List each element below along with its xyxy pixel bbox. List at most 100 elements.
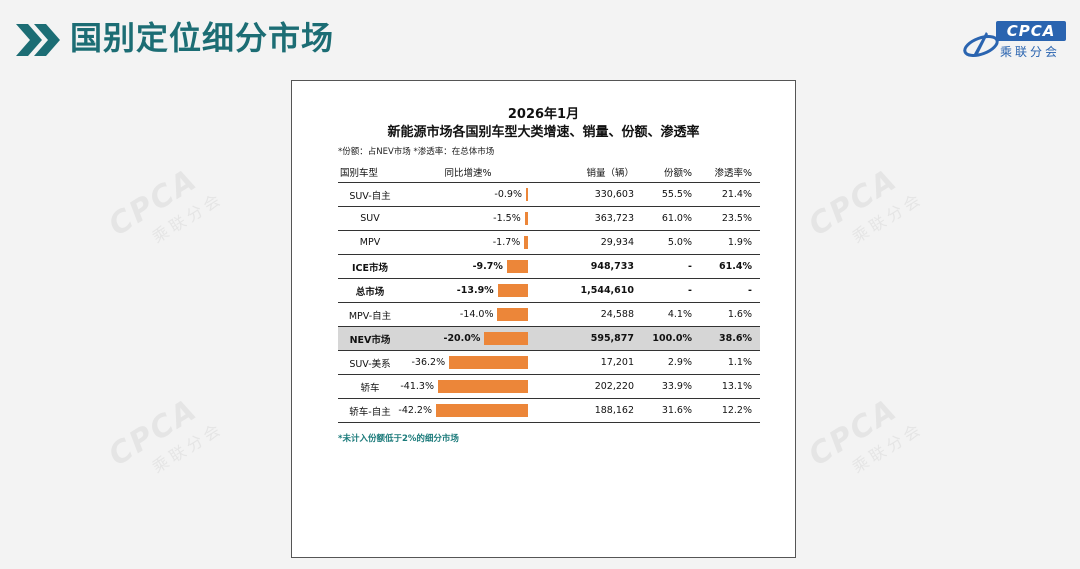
table-row: 轿车 -41.3% 202,220 33.9% 13.1% bbox=[338, 374, 760, 399]
yoy-data-label: -9.7% bbox=[472, 261, 503, 272]
page-title: 国别定位细分市场 bbox=[70, 19, 335, 57]
row-label: 总市场 bbox=[338, 278, 402, 303]
table-row: SUV-自主 -0.9% 330,603 55.5% 21.4% bbox=[338, 182, 760, 207]
penetration-cell: 1.9% bbox=[698, 230, 760, 255]
yoy-cell: -1.7% bbox=[402, 230, 534, 255]
penetration-cell: 23.5% bbox=[698, 206, 760, 231]
share-cell: - bbox=[640, 254, 698, 279]
volume-cell: 24,588 bbox=[534, 302, 640, 327]
table-row: 总市场 -13.9% 1,544,610- - bbox=[338, 278, 760, 303]
column-header: 渗透率% bbox=[698, 162, 760, 183]
volume-cell: 948,733 bbox=[534, 254, 640, 279]
table-row: ICE市场 -9.7% 948,733-61.4% bbox=[338, 254, 760, 279]
volume-cell: 188,162 bbox=[534, 398, 640, 423]
cpca-logo: CPCA 乘联分会 bbox=[962, 20, 1068, 64]
share-cell: 5.0% bbox=[640, 230, 698, 255]
row-label: 轿车 bbox=[338, 374, 402, 399]
yoy-data-label: -42.2% bbox=[398, 405, 432, 416]
row-label: 轿车-自主 bbox=[338, 398, 402, 423]
yoy-bar bbox=[437, 380, 528, 393]
yoy-bar bbox=[506, 260, 528, 273]
table-row: 轿车-自主 -42.2% 188,162 31.6% 12.2% bbox=[338, 398, 760, 423]
row-label: SUV bbox=[338, 206, 402, 231]
watermark: CPCA 乘联分会 bbox=[102, 392, 227, 477]
chart-footnote: *未计入份额低于2%的细分市场 bbox=[338, 434, 459, 444]
share-cell: 31.6% bbox=[640, 398, 698, 423]
yoy-data-label: -1.7% bbox=[492, 237, 521, 248]
volume-cell: 330,603 bbox=[534, 182, 640, 207]
volume-cell: 17,201 bbox=[534, 350, 640, 375]
chart-note: *份额：占NEV市场 *渗透率：在总体市场 bbox=[338, 147, 495, 157]
chart-subtitle: 新能源市场各国别车型大类增速、销量、份额、渗透率 bbox=[387, 125, 700, 140]
penetration-cell: 1.1% bbox=[698, 350, 760, 375]
yoy-bar bbox=[449, 356, 528, 369]
yoy-data-label: -13.9% bbox=[456, 285, 494, 296]
yoy-bar bbox=[497, 308, 528, 321]
watermark: CPCA 乘联分会 bbox=[802, 392, 927, 477]
yoy-bar bbox=[524, 236, 528, 249]
data-table: 国别车型 同比增速% 销量（辆） 份额% 渗透率% SUV-自主 -0.9% 330… bbox=[338, 162, 760, 423]
table-row: SUV-美系 -36.2% 17,201 2.9% 1.1% bbox=[338, 350, 760, 375]
penetration-cell: 38.6% bbox=[698, 326, 760, 351]
yoy-bar bbox=[484, 332, 528, 345]
penetration-cell: - bbox=[698, 278, 760, 303]
yoy-data-label: -0.9% bbox=[494, 189, 522, 200]
watermark: CPCA 乘联分会 bbox=[102, 162, 227, 247]
column-header: 国别车型 bbox=[338, 162, 402, 183]
chart-title: 2026年1月 bbox=[507, 107, 580, 122]
row-label: MPV-自主 bbox=[338, 302, 402, 327]
logo-swoosh-icon bbox=[963, 32, 999, 58]
row-label: SUV-美系 bbox=[338, 350, 402, 375]
yoy-cell: -9.7% bbox=[402, 254, 534, 279]
share-cell: 61.0% bbox=[640, 206, 698, 231]
penetration-cell: 13.1% bbox=[698, 374, 760, 399]
yoy-data-label: -1.5% bbox=[493, 213, 521, 224]
row-label: SUV-自主 bbox=[338, 182, 402, 207]
share-cell: 55.5% bbox=[640, 182, 698, 207]
chart-panel: 2026年1月 新能源市场各国别车型大类增速、销量、份额、渗透率 *份额：占NE… bbox=[291, 80, 796, 558]
volume-cell: 202,220 bbox=[534, 374, 640, 399]
row-label: ICE市场 bbox=[338, 254, 402, 279]
logo-word: CPCA bbox=[996, 21, 1066, 41]
yoy-cell: -41.3% bbox=[400, 374, 534, 399]
penetration-cell: 1.6% bbox=[698, 302, 760, 327]
yoy-cell: -1.5% bbox=[402, 206, 534, 231]
share-cell: 100.0% bbox=[640, 326, 698, 351]
yoy-cell: -42.2% bbox=[398, 398, 534, 423]
column-header: 销量（辆） bbox=[534, 162, 640, 183]
penetration-cell: 12.2% bbox=[698, 398, 760, 423]
volume-cell: 29,934 bbox=[534, 230, 640, 255]
penetration-cell: 61.4% bbox=[698, 254, 760, 279]
logo-subtitle: 乘联分会 bbox=[1000, 45, 1061, 59]
double-chevron-icon bbox=[16, 24, 60, 56]
yoy-cell: -0.9% bbox=[402, 182, 534, 207]
yoy-bar bbox=[436, 404, 528, 417]
yoy-bar bbox=[524, 212, 528, 225]
volume-cell: 363,723 bbox=[534, 206, 640, 231]
share-cell: 33.9% bbox=[640, 374, 698, 399]
column-header: 份额% bbox=[640, 162, 698, 183]
share-cell: - bbox=[640, 278, 698, 303]
volume-cell: 1,544,610 bbox=[534, 278, 640, 303]
yoy-cell: -13.9% bbox=[402, 278, 534, 303]
table-row: NEV市场 -20.0% 595,877 100.0% 38.6% bbox=[338, 326, 760, 351]
table-row: SUV -1.5% 363,723 61.0% 23.5% bbox=[338, 206, 760, 231]
yoy-cell: -14.0% bbox=[402, 302, 534, 327]
row-label: NEV市场 bbox=[338, 326, 402, 351]
yoy-cell: -36.2% bbox=[402, 350, 534, 375]
yoy-data-label: -14.0% bbox=[459, 309, 494, 320]
yoy-data-label: -36.2% bbox=[411, 357, 446, 368]
yoy-bar bbox=[497, 284, 528, 297]
table-row: MPV-自主 -14.0% 24,588 4.1% 1.6% bbox=[338, 302, 760, 327]
share-cell: 4.1% bbox=[640, 302, 698, 327]
penetration-cell: 21.4% bbox=[698, 182, 760, 207]
volume-cell: 595,877 bbox=[534, 326, 640, 351]
yoy-bar bbox=[526, 188, 528, 201]
yoy-cell: -20.0% bbox=[402, 326, 534, 351]
column-header: 同比增速% bbox=[402, 162, 534, 183]
table-row: MPV -1.7% 29,934 5.0% 1.9% bbox=[338, 230, 760, 255]
row-label: MPV bbox=[338, 230, 402, 255]
yoy-data-label: -20.0% bbox=[443, 333, 481, 344]
yoy-data-label: -41.3% bbox=[400, 381, 434, 392]
share-cell: 2.9% bbox=[640, 350, 698, 375]
